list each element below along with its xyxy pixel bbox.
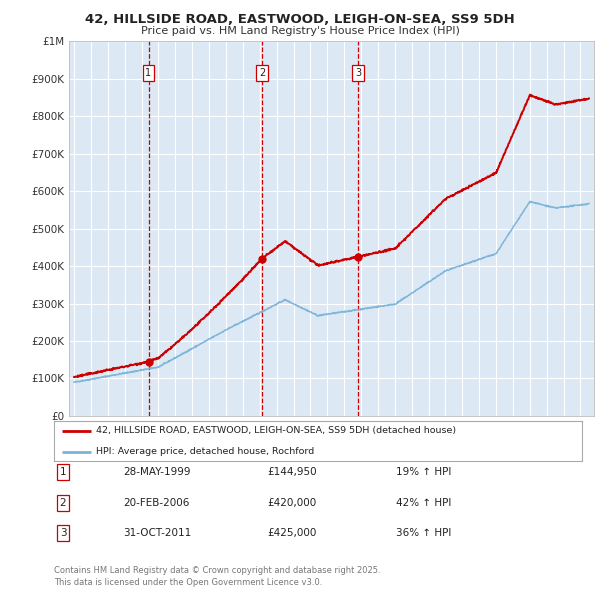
Text: 3: 3 bbox=[59, 529, 67, 538]
Text: 1: 1 bbox=[145, 68, 152, 78]
Text: 1: 1 bbox=[59, 467, 67, 477]
Text: Contains HM Land Registry data © Crown copyright and database right 2025.
This d: Contains HM Land Registry data © Crown c… bbox=[54, 566, 380, 587]
Text: 28-MAY-1999: 28-MAY-1999 bbox=[123, 467, 191, 477]
Text: 31-OCT-2011: 31-OCT-2011 bbox=[123, 529, 191, 538]
Text: 2: 2 bbox=[59, 498, 67, 507]
Text: 2: 2 bbox=[259, 68, 265, 78]
Text: £425,000: £425,000 bbox=[267, 529, 316, 538]
Text: £420,000: £420,000 bbox=[267, 498, 316, 507]
Text: HPI: Average price, detached house, Rochford: HPI: Average price, detached house, Roch… bbox=[96, 447, 314, 456]
Text: 36% ↑ HPI: 36% ↑ HPI bbox=[396, 529, 451, 538]
Text: £144,950: £144,950 bbox=[267, 467, 317, 477]
Text: 42, HILLSIDE ROAD, EASTWOOD, LEIGH-ON-SEA, SS9 5DH (detached house): 42, HILLSIDE ROAD, EASTWOOD, LEIGH-ON-SE… bbox=[96, 427, 457, 435]
Text: Price paid vs. HM Land Registry's House Price Index (HPI): Price paid vs. HM Land Registry's House … bbox=[140, 26, 460, 36]
Text: 20-FEB-2006: 20-FEB-2006 bbox=[123, 498, 190, 507]
Text: 42, HILLSIDE ROAD, EASTWOOD, LEIGH-ON-SEA, SS9 5DH: 42, HILLSIDE ROAD, EASTWOOD, LEIGH-ON-SE… bbox=[85, 13, 515, 26]
Text: 42% ↑ HPI: 42% ↑ HPI bbox=[396, 498, 451, 507]
Text: 3: 3 bbox=[355, 68, 361, 78]
Text: 19% ↑ HPI: 19% ↑ HPI bbox=[396, 467, 451, 477]
